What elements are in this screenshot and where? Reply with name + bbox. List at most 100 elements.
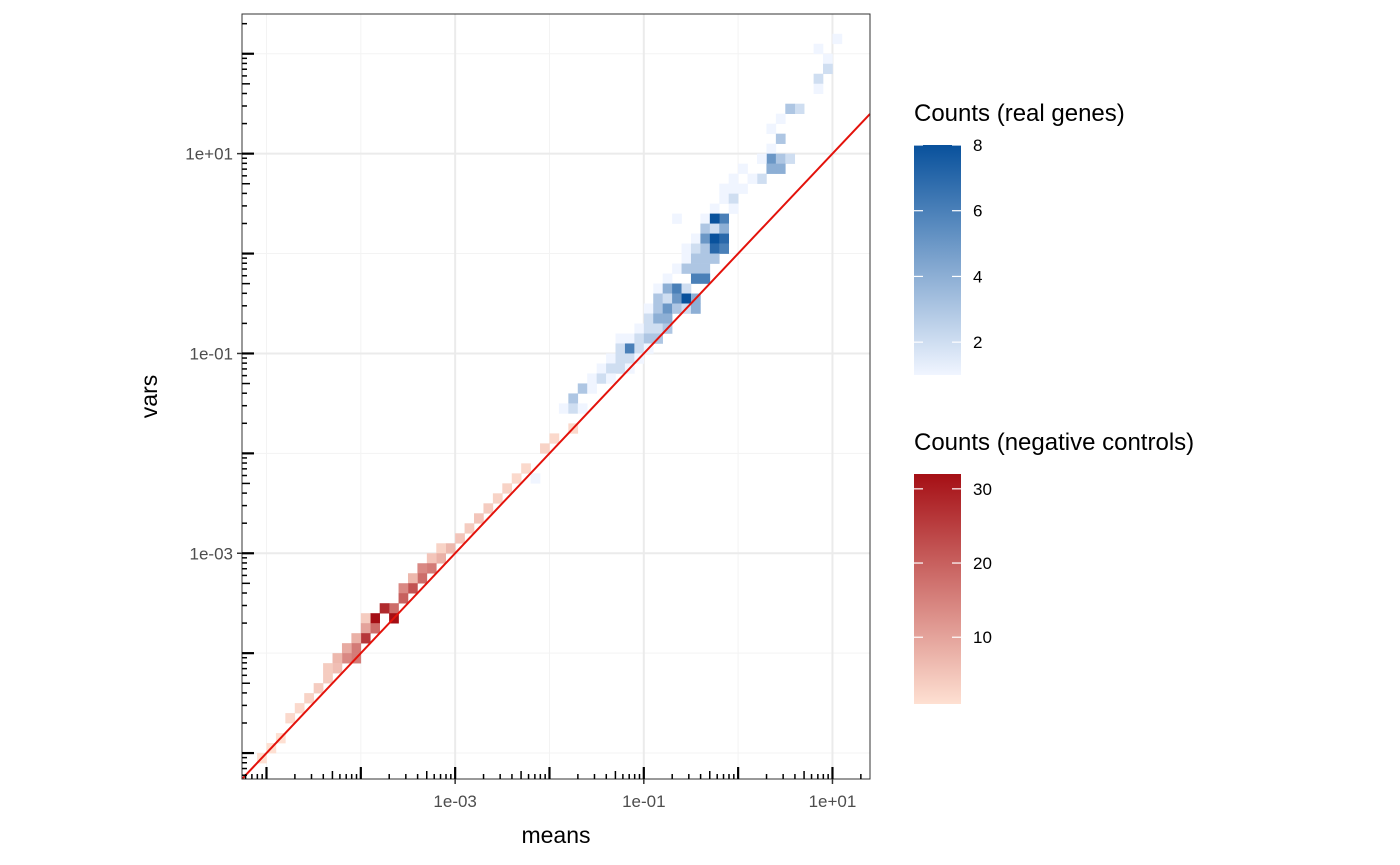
real-gene-bin	[672, 263, 682, 274]
real-gene-bin	[624, 353, 635, 364]
legend-real-genes-title: Counts (real genes)	[914, 100, 1125, 127]
real-gene-bin	[606, 353, 616, 364]
negative-control-bin	[511, 473, 522, 484]
real-gene-bin	[823, 63, 833, 75]
real-gene-bin	[775, 153, 786, 164]
real-gene-bin	[700, 253, 711, 264]
real-gene-bin	[577, 403, 588, 414]
identity-line	[241, 113, 871, 780]
real-gene-bin	[643, 333, 654, 344]
real-gene-bin	[728, 193, 739, 204]
real-gene-bin	[757, 153, 767, 164]
real-gene-bin	[738, 163, 748, 174]
real-gene-bin	[719, 183, 730, 194]
real-gene-bin	[662, 303, 673, 314]
real-gene-bin	[568, 393, 579, 404]
identity-reference-line	[241, 113, 871, 780]
negative-control-bin	[341, 653, 352, 664]
negative-control-bin	[445, 543, 456, 554]
y-tick-label: 1e-01	[190, 344, 233, 363]
negative-control-bin	[426, 563, 437, 574]
negative-control-bin	[436, 543, 447, 554]
real-gene-bin	[634, 333, 645, 344]
negative-control-bin	[370, 623, 380, 634]
real-gene-bin	[606, 373, 616, 384]
real-gene-bin	[634, 343, 645, 354]
legend-negative-controls: Counts (negative controls) 10 20 30	[914, 429, 1194, 704]
legend-tick-label: 8	[973, 136, 982, 155]
real-gene-bin	[587, 373, 597, 384]
real-gene-bin	[700, 273, 711, 284]
real-gene-bin	[757, 173, 767, 184]
real-gene-bin	[615, 343, 626, 354]
real-gene-bin	[700, 263, 711, 274]
negative-control-bin	[332, 663, 343, 674]
real-gene-bin	[813, 73, 824, 85]
real-gene-bin	[700, 233, 711, 244]
x-tick-label: 1e+01	[809, 792, 857, 811]
y-axis-ticks: 1e-03 1e-01 1e+01	[185, 145, 242, 563]
real-gene-bin	[738, 183, 748, 194]
real-gene-bin	[690, 303, 701, 314]
real-gene-bin	[530, 473, 541, 484]
real-gene-bin	[709, 253, 720, 264]
real-gene-bin	[690, 273, 701, 284]
real-gene-bins	[530, 33, 843, 484]
real-gene-bin	[813, 83, 824, 95]
legend-tick-label: 30	[973, 480, 992, 499]
real-gene-bin	[615, 363, 626, 374]
negative-control-bin	[294, 703, 305, 714]
real-gene-bin	[681, 283, 692, 294]
real-gene-bin	[643, 303, 654, 314]
real-gene-bin	[775, 133, 786, 144]
plot-panel-border	[241, 13, 871, 780]
negative-control-bin	[341, 643, 352, 654]
real-gene-bin	[690, 253, 701, 264]
negative-control-bin	[389, 603, 399, 614]
real-gene-bin	[719, 223, 730, 234]
real-gene-bin	[662, 313, 673, 324]
real-gene-bin	[690, 263, 701, 274]
negative-control-bin	[521, 463, 531, 474]
real-gene-bin	[775, 163, 786, 174]
negative-control-bin	[436, 553, 447, 564]
real-gene-bin	[681, 243, 692, 254]
real-gene-bin	[624, 333, 635, 344]
real-gene-bin	[747, 173, 758, 184]
real-gene-bin	[719, 193, 730, 204]
real-gene-bin	[719, 243, 730, 254]
legend-real-genes: Counts (real genes) 2 4 6 8	[914, 100, 1125, 375]
y-tick-label: 1e-03	[190, 544, 233, 563]
real-gene-bin	[709, 243, 720, 254]
negative-control-bin	[417, 573, 428, 584]
negative-control-bin	[426, 553, 437, 564]
negative-control-bin	[351, 643, 362, 654]
x-axis-title: means	[521, 822, 590, 848]
negative-control-bin	[313, 683, 324, 694]
negative-control-bin	[332, 653, 343, 664]
real-gene-bin	[587, 383, 597, 394]
real-gene-bin	[653, 303, 663, 314]
x-tick-label: 1e-03	[433, 792, 476, 811]
real-gene-bin	[709, 223, 720, 234]
real-gene-bin	[709, 233, 720, 244]
y-axis-rug-ticks	[242, 22, 254, 776]
real-gene-bin	[615, 333, 626, 344]
real-gene-bin	[766, 143, 777, 154]
negative-control-bin	[464, 523, 475, 534]
real-gene-bin	[766, 163, 777, 174]
real-gene-bin	[615, 353, 626, 364]
legend-tick-label: 20	[973, 554, 992, 573]
negative-control-bin	[407, 583, 418, 594]
negative-control-bin	[474, 513, 484, 524]
real-gene-bin	[823, 53, 833, 65]
negative-control-bin	[304, 693, 314, 704]
real-gene-bin	[596, 363, 607, 374]
real-gene-bin	[681, 253, 692, 264]
real-gene-bin	[577, 383, 588, 394]
real-gene-bin	[700, 223, 711, 234]
real-gene-bin	[690, 233, 701, 244]
real-gene-bin	[643, 313, 654, 324]
legend-negative-controls-title: Counts (negative controls)	[914, 429, 1194, 456]
real-gene-bin	[690, 243, 701, 254]
